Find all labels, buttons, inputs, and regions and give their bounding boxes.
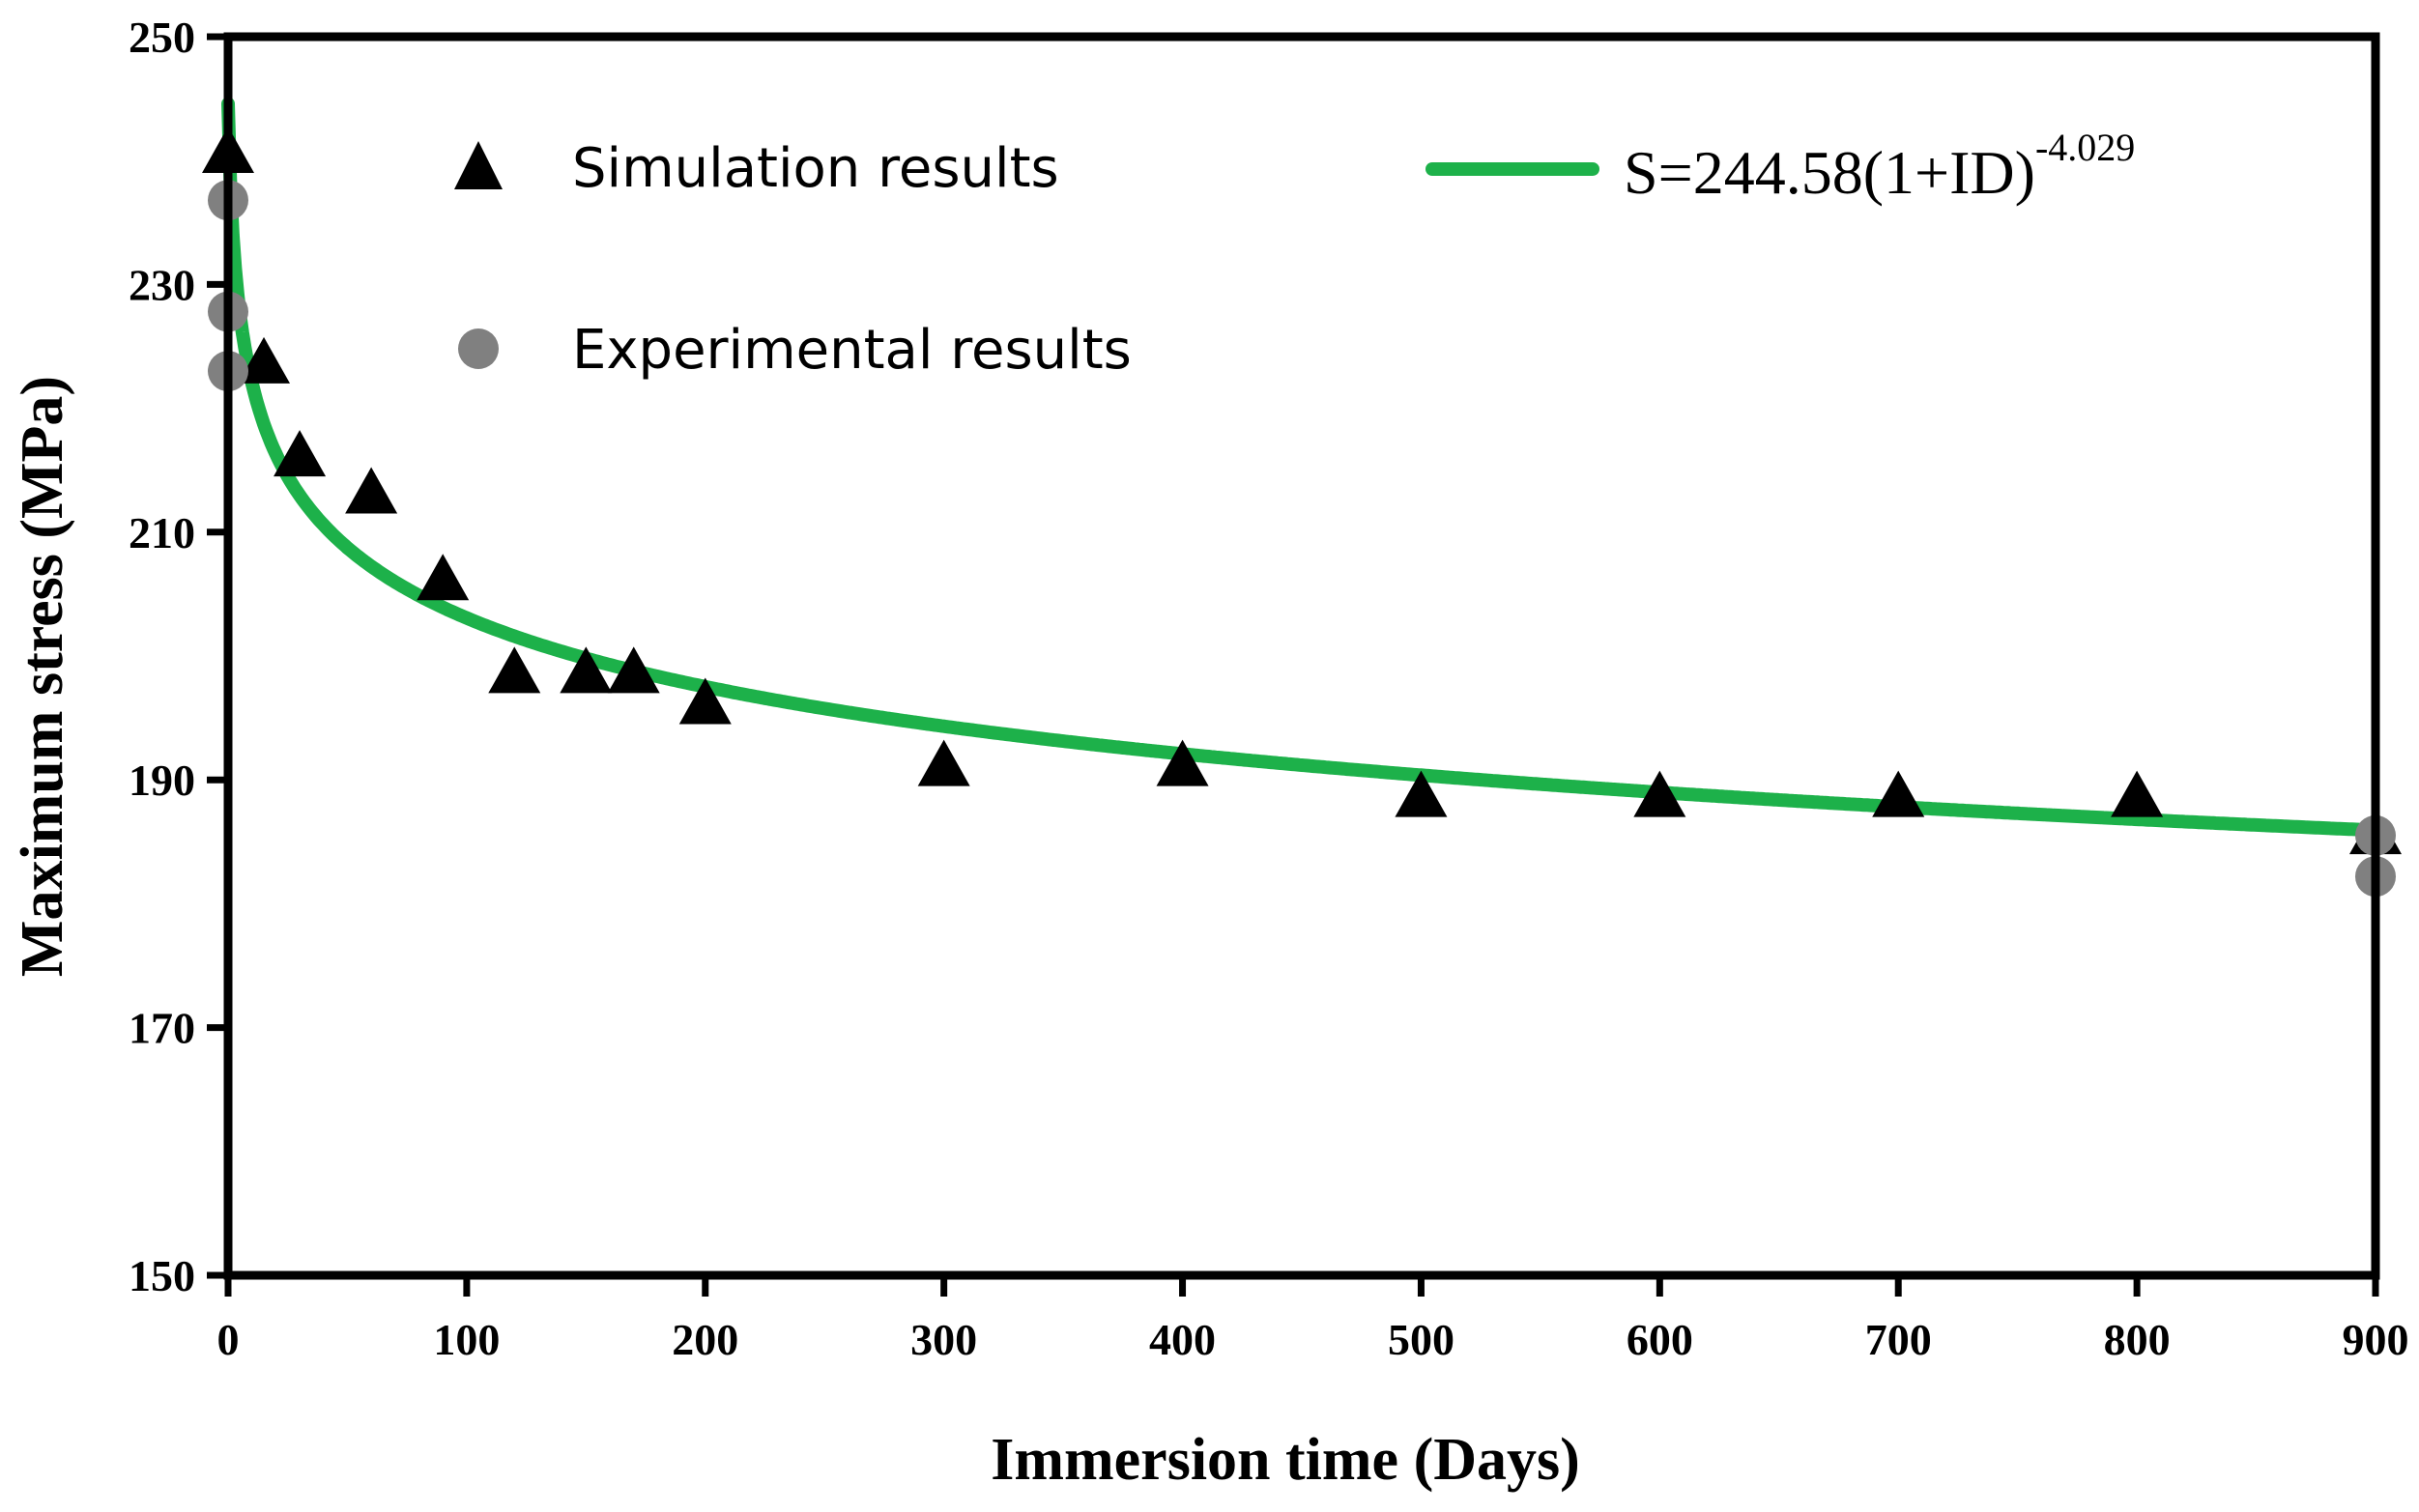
fit-equation: S=244.58(1+ID)-4.029 [1624,126,2135,207]
experimental-series [208,180,2396,898]
simulation-point [345,467,398,514]
x-tick-label: 900 [2343,1315,2409,1364]
simulation-point [917,739,970,786]
x-axis-ticks: 0 100 200 300 400 500 600 700 800 900 [217,1275,2409,1364]
simulation-point [1395,770,1448,817]
fit-equation-base: S=244.58(1+ID) [1624,138,2035,207]
legend-simulation-label: Simulation results [572,137,1059,200]
y-tick-label: 190 [129,756,195,805]
simulation-point [2111,770,2164,817]
y-axis-ticks: 150 170 190 210 230 250 [129,13,228,1300]
simulation-point [678,677,732,725]
simulation-series [202,126,2402,855]
x-tick-label: 200 [672,1315,738,1364]
x-tick-label: 300 [910,1315,977,1364]
legend-triangle-marker [454,141,503,189]
simulation-point [274,430,327,477]
x-tick-label: 600 [1627,1315,1693,1364]
y-tick-label: 210 [129,508,195,557]
x-tick-label: 500 [1388,1315,1454,1364]
y-axis-title: Maximum stress (MPa) [10,376,75,977]
x-tick-label: 700 [1865,1315,1932,1364]
simulation-point [560,646,613,694]
simulation-point [238,336,291,384]
legend-circle-marker [458,328,499,369]
x-tick-label: 400 [1149,1315,1216,1364]
simulation-point [1156,739,1209,786]
simulation-point [417,554,470,601]
fit-equation-exponent: -4.029 [2035,126,2135,169]
y-tick-label: 150 [129,1251,195,1300]
y-tick-label: 250 [129,13,195,62]
simulation-point [488,646,541,694]
legend: Simulation results Experimental results … [454,126,2135,382]
legend-experimental-label: Experimental results [572,319,1132,382]
simulation-point [1633,770,1686,817]
simulation-point [1872,770,1925,817]
plot-frame [223,32,2380,1280]
x-tick-label: 0 [217,1315,240,1364]
x-tick-label: 100 [433,1315,500,1364]
y-tick-label: 230 [129,260,195,309]
x-tick-label: 800 [2104,1315,2171,1364]
fit-curve [221,97,2382,838]
simulation-point [607,646,660,694]
y-tick-label: 170 [129,1004,195,1053]
x-axis-title: Immersion time (Days) [991,1427,1580,1493]
